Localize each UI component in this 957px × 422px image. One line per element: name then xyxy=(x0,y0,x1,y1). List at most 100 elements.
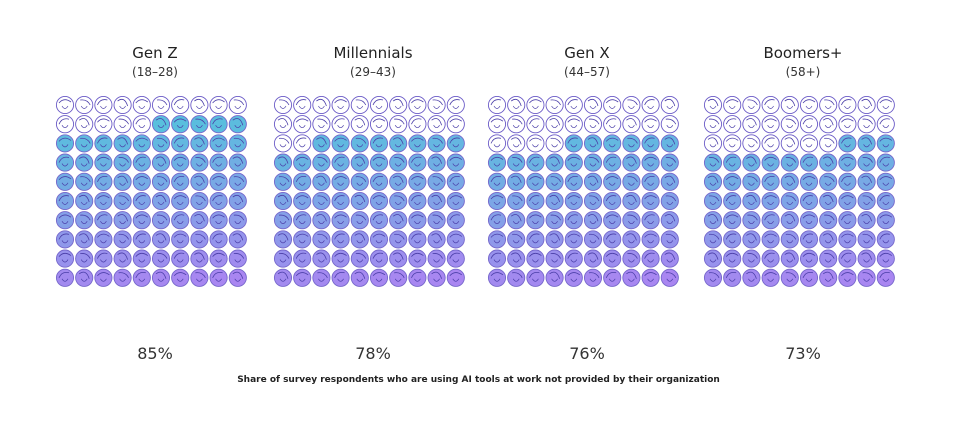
person-icon-filled xyxy=(427,249,446,268)
person-icon-filled xyxy=(526,268,545,287)
person-icon-filled xyxy=(389,249,408,268)
person-icon-filled xyxy=(350,172,369,191)
person-icon-filled xyxy=(507,153,526,172)
person-icon-filled xyxy=(151,211,171,230)
panel-title: Millennials xyxy=(333,44,413,62)
person-icon-filled xyxy=(132,211,151,230)
person-icon-filled xyxy=(446,230,465,249)
person-icon-empty xyxy=(819,134,838,153)
person-icon-filled xyxy=(293,268,312,287)
person-icon-empty xyxy=(331,115,350,134)
person-icon-filled xyxy=(526,153,545,172)
person-icon-filled xyxy=(603,134,622,153)
percent-label: 73% xyxy=(785,344,821,363)
person-icon-filled xyxy=(171,230,190,249)
person-icon-filled xyxy=(273,172,293,191)
person-icon-filled xyxy=(75,172,94,191)
person-icon-empty xyxy=(780,134,799,153)
person-icon-filled xyxy=(369,191,389,211)
person-icon-filled xyxy=(703,249,723,268)
person-icon-empty xyxy=(446,115,465,134)
person-icon-filled xyxy=(113,249,132,268)
person-icon-filled xyxy=(312,230,331,249)
person-icon-filled xyxy=(389,191,408,211)
person-icon-empty xyxy=(838,115,857,134)
person-icon-filled xyxy=(75,211,94,230)
person-icon-filled xyxy=(427,172,446,191)
person-icon-filled xyxy=(583,230,603,249)
person-icon-filled xyxy=(819,172,838,191)
person-icon-filled xyxy=(408,230,427,249)
person-icon-filled xyxy=(723,230,742,249)
person-icon-filled xyxy=(583,211,603,230)
person-icon-filled xyxy=(151,134,171,153)
person-icon-filled xyxy=(660,172,679,191)
person-icon-filled xyxy=(526,191,545,211)
person-icon-filled xyxy=(427,268,446,287)
person-icon-filled xyxy=(446,172,465,191)
person-icon-filled xyxy=(331,191,350,211)
person-icon-filled xyxy=(723,268,742,287)
person-icon-filled xyxy=(622,249,641,268)
person-icon-empty xyxy=(819,95,838,115)
person-icon-empty xyxy=(742,134,761,153)
person-icon-empty xyxy=(526,134,545,153)
person-icon-filled xyxy=(190,191,209,211)
person-icon-filled xyxy=(857,172,876,191)
person-icon-filled xyxy=(660,268,679,287)
person-icon-filled xyxy=(564,172,583,191)
person-icon-empty xyxy=(761,134,780,153)
person-icon-filled xyxy=(603,249,622,268)
person-icon-filled xyxy=(545,191,564,211)
person-icon-filled xyxy=(819,191,838,211)
person-icon-filled xyxy=(369,134,389,153)
person-icon-filled xyxy=(799,249,819,268)
person-icon-filled xyxy=(742,268,761,287)
person-icon-filled xyxy=(151,230,171,249)
person-icon-empty xyxy=(132,115,151,134)
person-icon-filled xyxy=(132,230,151,249)
person-icon-empty xyxy=(876,95,895,115)
person-icon-filled xyxy=(55,191,75,211)
person-icon-filled xyxy=(151,115,171,134)
person-icon-empty xyxy=(293,115,312,134)
person-icon-filled xyxy=(876,191,895,211)
person-icon-filled xyxy=(171,191,190,211)
person-icon-filled xyxy=(703,211,723,230)
person-icon-empty xyxy=(273,115,293,134)
person-icon-filled xyxy=(209,172,228,191)
person-icon-filled xyxy=(622,172,641,191)
person-icon-filled xyxy=(641,172,660,191)
person-icon-empty xyxy=(641,95,660,115)
person-icon-filled xyxy=(190,268,209,287)
person-icon-filled xyxy=(55,249,75,268)
person-icon-filled xyxy=(780,249,799,268)
person-icon-filled xyxy=(487,172,507,191)
person-icon-filled xyxy=(293,153,312,172)
person-icon-filled xyxy=(209,268,228,287)
person-icon-filled xyxy=(761,172,780,191)
person-icon-filled xyxy=(132,249,151,268)
person-icon-filled xyxy=(293,191,312,211)
person-icon-empty xyxy=(761,95,780,115)
person-icon-filled xyxy=(641,249,660,268)
person-icon-empty xyxy=(742,115,761,134)
person-icon-empty xyxy=(507,134,526,153)
person-icon-empty xyxy=(545,95,564,115)
person-icon-filled xyxy=(408,153,427,172)
person-icon-empty xyxy=(389,115,408,134)
person-icon-filled xyxy=(94,211,113,230)
person-icon-filled xyxy=(723,211,742,230)
person-icon-filled xyxy=(331,249,350,268)
person-icon-filled xyxy=(312,153,331,172)
person-icon-filled xyxy=(819,268,838,287)
person-icon-empty xyxy=(55,95,75,115)
person-icon-filled xyxy=(369,249,389,268)
person-icon-empty xyxy=(703,95,723,115)
person-icon-filled xyxy=(171,249,190,268)
person-icon-filled xyxy=(838,230,857,249)
person-icon-empty xyxy=(293,95,312,115)
person-icon-filled xyxy=(209,134,228,153)
person-icon-filled xyxy=(312,134,331,153)
person-icon-filled xyxy=(151,268,171,287)
